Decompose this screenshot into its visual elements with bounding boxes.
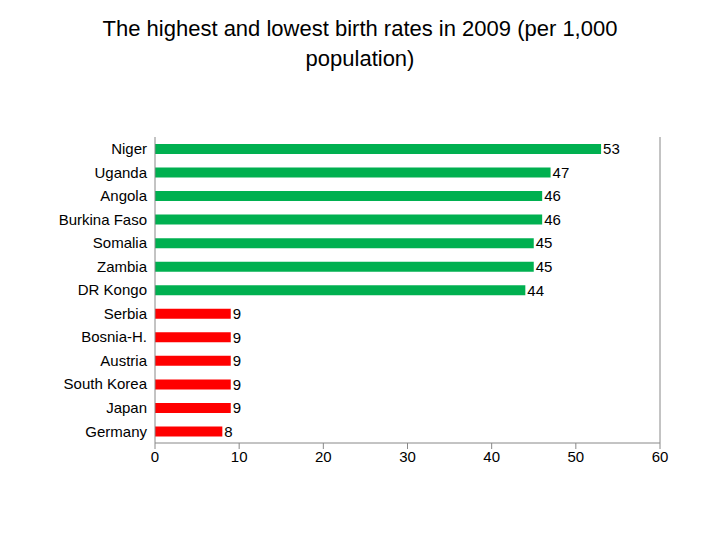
svg-text:DR Kongo: DR Kongo (78, 281, 147, 298)
svg-text:9: 9 (233, 399, 241, 416)
svg-text:30: 30 (399, 448, 416, 465)
svg-text:45: 45 (536, 234, 553, 251)
svg-text:Zambia: Zambia (97, 258, 148, 275)
svg-text:Niger: Niger (111, 140, 147, 157)
svg-text:Austria: Austria (100, 352, 147, 369)
svg-text:Bosnia-H.: Bosnia-H. (81, 328, 147, 345)
svg-text:10: 10 (231, 448, 248, 465)
svg-text:47: 47 (553, 164, 570, 181)
svg-text:46: 46 (544, 211, 561, 228)
svg-text:Somalia: Somalia (93, 234, 148, 251)
svg-text:20: 20 (315, 448, 332, 465)
svg-text:44: 44 (527, 282, 544, 299)
svg-text:Germany: Germany (85, 423, 147, 440)
svg-text:Uganda: Uganda (94, 164, 147, 181)
svg-text:Serbia: Serbia (104, 305, 148, 322)
svg-text:46: 46 (544, 187, 561, 204)
svg-text:0: 0 (151, 448, 159, 465)
svg-text:53: 53 (603, 140, 620, 157)
svg-text:50: 50 (567, 448, 584, 465)
svg-text:Burkina Faso: Burkina Faso (59, 211, 147, 228)
svg-text:60: 60 (652, 448, 669, 465)
svg-text:9: 9 (233, 305, 241, 322)
html-text:The highest and lowest birth r: The highest and lowest birth rates in 20… (102, 16, 618, 71)
svg-text:9: 9 (233, 376, 241, 393)
svg-text:40: 40 (483, 448, 500, 465)
svg-text:South Korea: South Korea (64, 375, 148, 392)
svg-text:45: 45 (536, 258, 553, 275)
svg-text:8: 8 (224, 423, 232, 440)
svg-text:9: 9 (233, 352, 241, 369)
svg-text:Angola: Angola (100, 187, 147, 204)
svg-text:9: 9 (233, 329, 241, 346)
svg-text:Japan: Japan (106, 399, 147, 416)
